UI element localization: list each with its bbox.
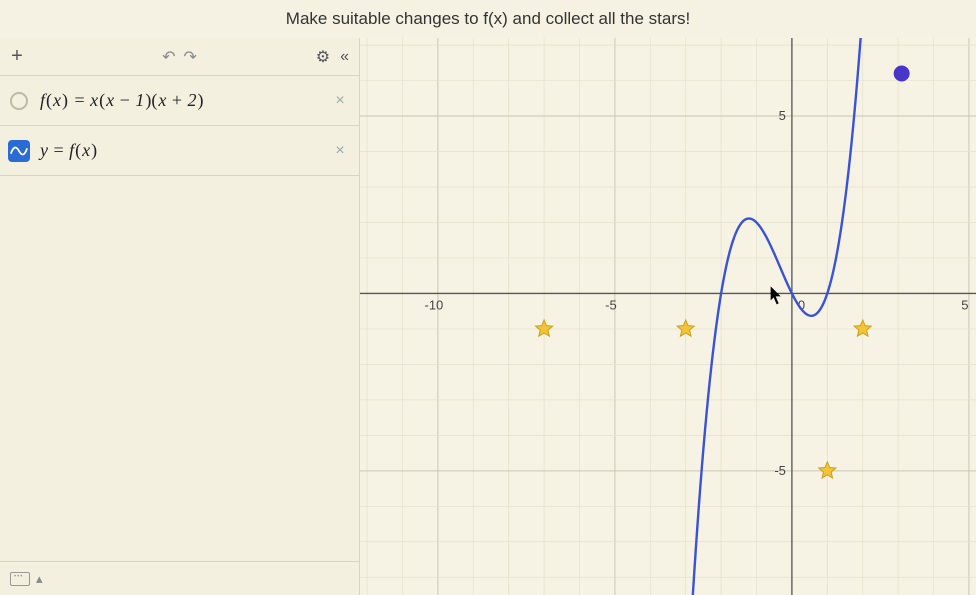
delete-expression-button[interactable]: ×: [329, 142, 351, 160]
settings-gear-icon[interactable]: ⚙: [316, 47, 330, 67]
keyboard-icon[interactable]: [10, 572, 30, 586]
add-expression-button[interactable]: +: [0, 45, 34, 68]
y-axis-label: -5: [774, 463, 786, 478]
sidebar-toolbar: + ↶ ↷ ⚙ «: [0, 38, 359, 76]
footer-caret-icon[interactable]: ▴: [36, 571, 43, 587]
draggable-point[interactable]: [894, 65, 910, 81]
collapse-sidebar-button[interactable]: «: [340, 48, 349, 66]
x-axis-label: -5: [605, 297, 617, 312]
curve-toggle-icon[interactable]: [6, 138, 32, 164]
expression-input[interactable]: f(x) = x(x − 1)(x + 2): [40, 90, 329, 111]
x-axis-label: 5: [961, 297, 968, 312]
expression-row[interactable]: f(x) = x(x − 1)(x + 2)×: [0, 76, 359, 126]
expression-sidebar: + ↶ ↷ ⚙ « f(x) = x(x − 1)(x + 2)×y = f(x…: [0, 38, 360, 595]
cursor-icon: [771, 286, 781, 304]
graph-svg: -10-5055-5: [360, 38, 976, 595]
visibility-toggle-icon[interactable]: [6, 88, 32, 114]
function-curve: [360, 38, 976, 595]
expression-row[interactable]: y = f(x)×: [0, 126, 359, 176]
x-axis-label: -10: [424, 297, 443, 312]
expression-list: f(x) = x(x − 1)(x + 2)×y = f(x)×: [0, 76, 359, 561]
instruction-text: Make suitable changes to f(x) and collec…: [286, 9, 690, 29]
undo-button[interactable]: ↶: [162, 47, 175, 67]
redo-button[interactable]: ↷: [184, 47, 197, 67]
expression-input[interactable]: y = f(x): [40, 140, 329, 161]
y-axis-label: 5: [779, 108, 786, 123]
delete-expression-button[interactable]: ×: [329, 92, 351, 110]
sidebar-footer: ▴: [0, 561, 359, 595]
main-area: + ↶ ↷ ⚙ « f(x) = x(x − 1)(x + 2)×y = f(x…: [0, 38, 976, 595]
undo-redo-group: ↶ ↷: [162, 47, 197, 67]
instruction-bar: Make suitable changes to f(x) and collec…: [0, 0, 976, 38]
graph-canvas[interactable]: -10-5055-5: [360, 38, 976, 595]
app-root: Make suitable changes to f(x) and collec…: [0, 0, 976, 595]
